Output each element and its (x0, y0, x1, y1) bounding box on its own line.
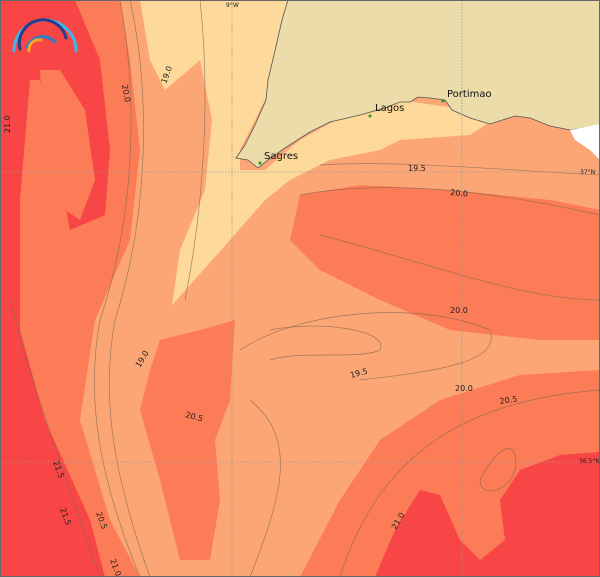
contour-label: 20.5 (184, 410, 204, 423)
city-sagres[interactable]: Sagres (258, 151, 299, 165)
city-marker (368, 114, 372, 118)
contour-label: 20.0 (450, 306, 468, 315)
city-marker (258, 161, 262, 165)
contour-label: 20.0 (120, 84, 132, 103)
city-lagos[interactable]: Lagos (368, 103, 405, 118)
contour-lines (9, 0, 600, 577)
no-data-patch (570, 124, 600, 160)
grid-label-36-5n: 36.5°N (579, 458, 600, 465)
sea-band-20-inner (40, 70, 95, 220)
contour-label: 19.5 (408, 164, 426, 173)
sea-band-19 (140, 0, 490, 305)
city-portimao[interactable]: Portimao (441, 89, 492, 103)
sea-band-21-southeast (375, 452, 600, 577)
grid-label-37n: 37°N (580, 169, 595, 176)
grid-label-9w: 9°W (226, 2, 239, 9)
city-label: Sagres (264, 151, 298, 162)
contour-label: 21.0 (3, 115, 12, 133)
contour-label: 19.5 (349, 367, 369, 380)
city-label: Portimao (447, 89, 492, 100)
sea-band-20-east (290, 185, 600, 340)
land-portugal (235, 0, 600, 169)
contour-label: 20.5 (499, 395, 518, 406)
sea-band-20-pocket (140, 320, 235, 560)
city-label: Lagos (375, 103, 404, 114)
city-marker (441, 99, 445, 103)
contour-label: 20.0 (455, 384, 473, 393)
contour-label: 20.0 (450, 188, 469, 199)
rainbow-arcs-logo (12, 18, 78, 53)
